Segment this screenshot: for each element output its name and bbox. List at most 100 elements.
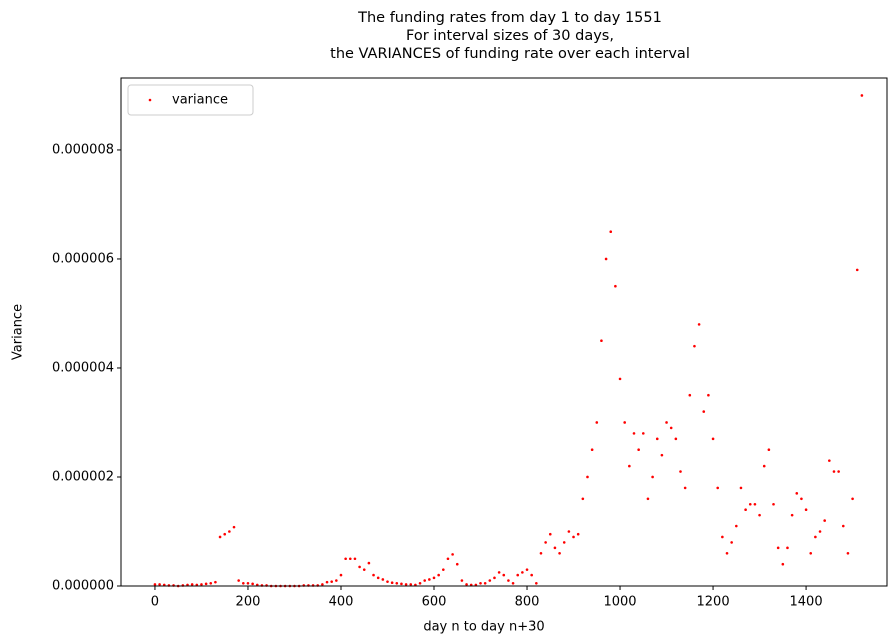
data-point xyxy=(828,459,831,462)
data-point xyxy=(730,541,733,544)
data-point xyxy=(153,583,157,586)
data-point xyxy=(581,497,585,501)
data-point xyxy=(600,339,603,343)
x-tick-label: 400 xyxy=(329,595,354,610)
data-point xyxy=(218,535,222,539)
x-tick-label: 600 xyxy=(422,595,447,610)
y-tick-label: 0.000004 xyxy=(52,360,114,375)
data-point xyxy=(209,581,213,585)
data-point xyxy=(400,582,403,586)
data-point xyxy=(418,581,422,585)
legend-marker xyxy=(148,98,152,102)
data-point xyxy=(367,561,371,565)
data-point xyxy=(739,486,743,490)
data-point xyxy=(223,532,227,536)
legend-box xyxy=(127,84,254,116)
data-point xyxy=(814,535,817,539)
data-point xyxy=(735,524,738,528)
data-point xyxy=(395,581,399,585)
data-point xyxy=(744,508,747,511)
y-tick-label: 0.000002 xyxy=(52,469,114,484)
data-point xyxy=(772,502,775,506)
data-point xyxy=(804,508,808,511)
data-point xyxy=(386,580,389,583)
data-point xyxy=(762,464,766,468)
data-point xyxy=(669,426,673,430)
data-point xyxy=(846,551,850,555)
data-point xyxy=(455,562,459,566)
data-point xyxy=(860,94,864,97)
data-point xyxy=(604,257,608,261)
data-point xyxy=(362,568,366,571)
x-axis-label: day n to day n+30 xyxy=(423,620,544,635)
data-point xyxy=(576,532,580,536)
y-tick-label: 0.000008 xyxy=(52,142,114,157)
data-point xyxy=(758,513,761,517)
data-point xyxy=(800,497,803,501)
data-point xyxy=(511,581,515,585)
data-point xyxy=(693,344,696,348)
data-point xyxy=(237,579,240,582)
data-point xyxy=(428,578,431,581)
data-point xyxy=(590,448,594,452)
legend-label: variance xyxy=(172,93,228,108)
data-point xyxy=(348,557,352,561)
data-point xyxy=(376,576,380,580)
data-point xyxy=(242,581,245,585)
data-point xyxy=(516,573,520,577)
data-point xyxy=(321,583,324,586)
data-point xyxy=(465,583,468,586)
data-point xyxy=(660,453,664,457)
data-point xyxy=(246,581,250,585)
y-axis-label: Variance xyxy=(11,304,26,360)
data-point xyxy=(539,551,543,555)
data-point xyxy=(353,557,357,561)
chart-title: The funding rates from day 1 to day 1551… xyxy=(330,10,690,62)
data-point xyxy=(507,579,510,582)
data-point xyxy=(707,393,710,397)
data-point xyxy=(651,475,654,479)
data-point xyxy=(497,571,501,574)
x-tick-label: 800 xyxy=(515,595,540,610)
data-point xyxy=(479,581,482,585)
data-point xyxy=(228,530,231,533)
data-point xyxy=(530,573,533,577)
data-point xyxy=(679,470,682,473)
data-point xyxy=(190,583,194,586)
data-point xyxy=(655,437,659,441)
data-point xyxy=(204,582,208,586)
data-point xyxy=(446,557,450,561)
data-point xyxy=(674,437,678,441)
data-point xyxy=(325,580,329,584)
data-point xyxy=(697,323,701,326)
data-point xyxy=(567,530,571,533)
data-point xyxy=(721,535,724,539)
data-point xyxy=(423,579,427,582)
x-tick-label: 200 xyxy=(236,595,261,610)
data-point xyxy=(702,410,706,413)
data-point xyxy=(851,497,854,501)
data-point xyxy=(442,568,445,571)
data-point xyxy=(781,562,785,566)
data-point xyxy=(725,551,729,555)
data-point xyxy=(493,576,496,580)
data-point xyxy=(488,579,492,582)
data-point xyxy=(767,448,771,452)
data-point xyxy=(372,573,375,577)
data-point xyxy=(609,230,613,234)
data-point xyxy=(618,377,622,381)
data-point xyxy=(614,284,617,288)
data-point xyxy=(432,576,436,580)
data-point xyxy=(409,583,413,586)
data-point xyxy=(502,573,506,577)
data-point xyxy=(572,535,575,539)
plot-frame xyxy=(120,77,888,587)
data-point xyxy=(748,502,752,506)
data-point xyxy=(535,581,538,585)
data-point xyxy=(683,486,687,490)
data-point xyxy=(646,497,650,501)
data-point xyxy=(786,546,789,550)
data-point xyxy=(330,580,333,583)
data-point xyxy=(711,437,715,441)
